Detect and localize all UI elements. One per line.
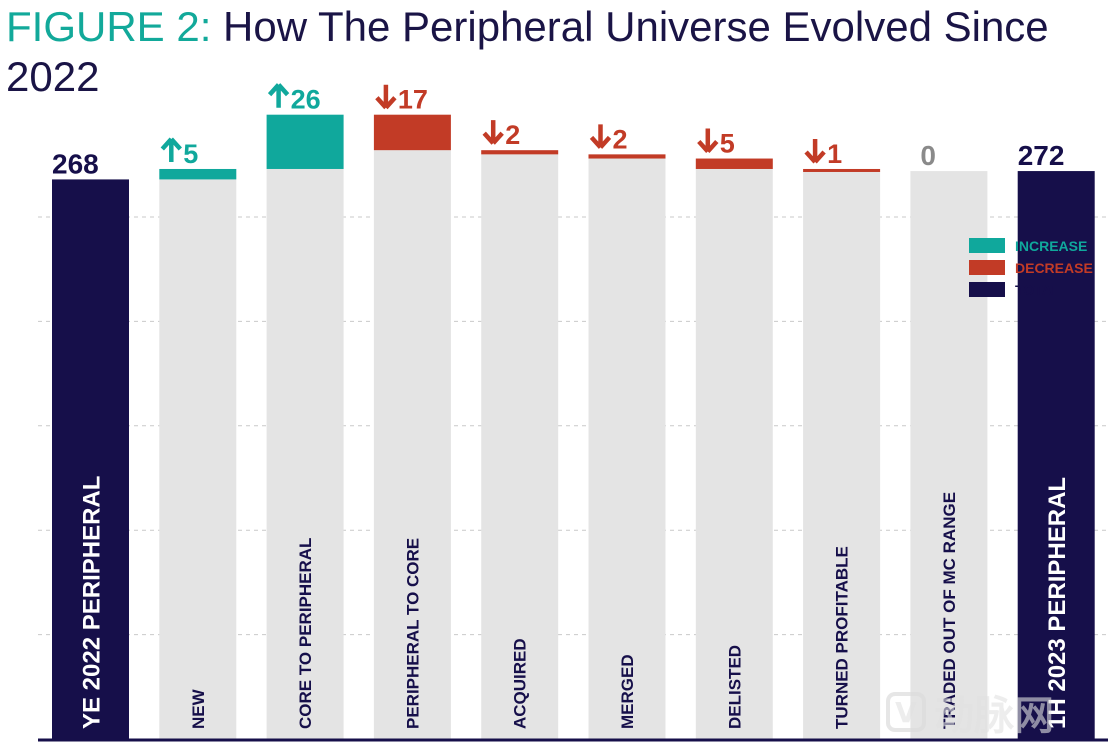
data-label: 26	[267, 83, 321, 115]
arrow-down-icon	[804, 138, 826, 164]
ghost-bar	[481, 154, 559, 740]
data-label: 2	[482, 120, 520, 150]
data-labels: 268 5 26 17 2 2 5 1 0 272	[52, 83, 1065, 179]
ghost-bar	[588, 158, 666, 739]
data-label-value: 2	[613, 124, 628, 154]
figure-number: FIGURE 2:	[6, 3, 212, 50]
category-label: CORE TO PERIPHERAL	[296, 538, 315, 729]
ghost-bar	[266, 168, 344, 739]
legend-swatch	[969, 238, 1005, 253]
decrease-bar	[373, 114, 451, 151]
ghost-bar	[159, 179, 237, 739]
watermark: V 动脉网	[886, 686, 1108, 739]
data-label: 0	[920, 140, 936, 171]
total-bar	[52, 179, 129, 739]
watermark-logo-icon: V	[886, 692, 926, 732]
data-label-value: 5	[183, 139, 198, 169]
arrow-down-icon	[482, 120, 504, 145]
data-label: 268	[52, 148, 99, 179]
data-label-value: 1	[827, 139, 842, 169]
category-label: NEW	[189, 688, 208, 729]
legend-label: TOTAL	[1015, 282, 1061, 298]
legend-item: TOTAL	[969, 282, 1061, 298]
legend-swatch	[969, 282, 1005, 297]
category-label: TURNED PROFITABLE	[833, 546, 852, 729]
data-label-value: 0	[920, 140, 936, 171]
ghost-bar	[803, 171, 881, 740]
category-label: PERIPHERAL TO CORE	[403, 538, 422, 729]
ghost-bar	[373, 150, 451, 739]
category-labels: YE 2022 PERIPHERAL NEW CORE TO PERIPHERAL P…	[38, 476, 1108, 742]
arrow-down-icon	[697, 128, 719, 154]
data-label: 272	[1018, 140, 1065, 171]
category-label: MERGED	[618, 654, 637, 729]
chart-title: FIGURE 2: How The Peripheral Universe Ev…	[6, 2, 1106, 102]
arrow-up-icon	[160, 137, 182, 162]
category-label: YE 2022 PERIPHERAL	[79, 476, 106, 729]
decrease-bar	[803, 168, 881, 172]
watermark-text: 动脉网	[934, 693, 1054, 739]
data-label-value: 26	[291, 85, 321, 115]
data-label: 5	[697, 128, 735, 159]
decrease-bar	[481, 150, 559, 155]
legend-label: INCREASE	[1015, 238, 1087, 254]
decrease-bar	[588, 154, 666, 159]
data-label-value: 2	[505, 120, 520, 150]
bars	[52, 114, 1095, 740]
data-label: 2	[589, 124, 628, 154]
increase-bar	[266, 114, 344, 169]
category-label: ACQUIRED	[511, 638, 530, 729]
decrease-bar	[695, 158, 773, 169]
data-label-value: 272	[1018, 140, 1065, 171]
arrow-down-icon	[589, 124, 612, 149]
category-label: TRADED OUT OF MC RANGE	[940, 492, 959, 729]
increase-bar	[159, 168, 237, 180]
total-bar	[1017, 171, 1095, 740]
figure-title-text: How The Peripheral Universe Evolved Sinc…	[6, 3, 1049, 100]
arrow-up-icon	[267, 83, 290, 108]
data-label: 5	[160, 137, 198, 169]
legend-item: INCREASE	[969, 238, 1087, 254]
data-label-value: 17	[398, 85, 428, 115]
data-label: 17	[375, 84, 428, 115]
legend-item: DECREASE	[969, 260, 1093, 276]
data-label-value: 5	[720, 129, 735, 159]
data-label-value: 268	[52, 148, 99, 179]
category-label: DELISTED	[725, 645, 744, 729]
data-label: 1	[804, 138, 842, 169]
ghost-bar	[695, 168, 773, 739]
legend-swatch	[969, 260, 1005, 275]
arrow-down-icon	[375, 84, 397, 110]
category-label: 1H 2023 PERIPHERAL	[1044, 477, 1071, 729]
legend-label: DECREASE	[1015, 260, 1093, 276]
legend: INCREASE DECREASE TOTAL	[969, 238, 1093, 298]
